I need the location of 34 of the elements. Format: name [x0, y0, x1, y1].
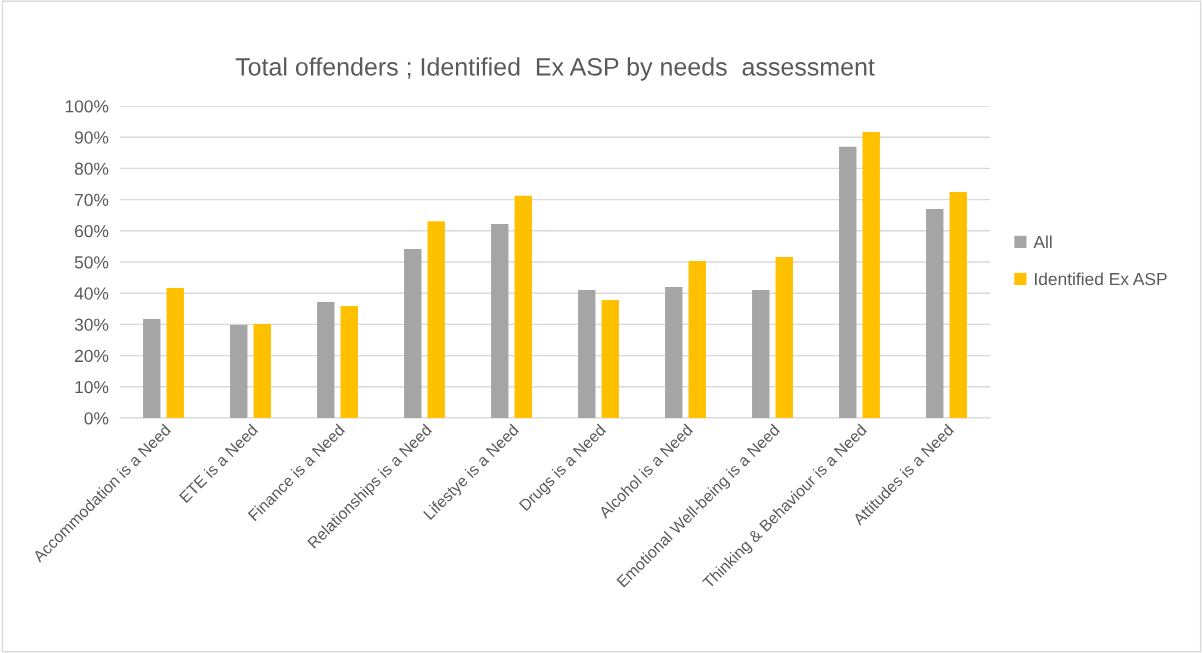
bar — [665, 286, 683, 418]
bar — [230, 325, 248, 418]
bar — [688, 261, 706, 418]
bar — [166, 287, 184, 418]
bar — [317, 301, 335, 418]
bar — [775, 257, 793, 418]
y-tick-label: 80% — [74, 162, 109, 175]
y-tick-label: 60% — [75, 224, 109, 238]
y-tick-label: 50% — [74, 256, 109, 269]
legend-label: Identified Ex ASP — [1035, 272, 1167, 286]
bar — [404, 248, 422, 418]
bar — [253, 324, 271, 418]
bar — [949, 192, 967, 418]
bar — [491, 223, 509, 418]
bar — [514, 195, 532, 418]
bar — [340, 305, 358, 418]
bar — [427, 221, 445, 418]
bar — [862, 131, 880, 418]
y-tick-label: 20% — [75, 349, 109, 363]
legend-label: All — [1033, 235, 1052, 248]
y-tick-label: 10% — [75, 380, 109, 394]
y-tick-label: 100% — [65, 100, 109, 113]
bar — [578, 290, 596, 418]
bar — [839, 146, 857, 418]
bar — [143, 319, 161, 418]
bar — [752, 290, 770, 418]
bar — [601, 300, 619, 418]
y-tick-label: 0% — [84, 412, 109, 425]
y-tick-label: 90% — [74, 131, 109, 144]
bar — [926, 208, 944, 418]
y-tick-label: 40% — [74, 287, 109, 300]
y-tick-label: 30% — [74, 318, 109, 331]
y-tick-label: 70% — [75, 193, 109, 207]
chart-title: Total offenders ; Identified Ex ASP by needs assessment — [235, 57, 875, 81]
